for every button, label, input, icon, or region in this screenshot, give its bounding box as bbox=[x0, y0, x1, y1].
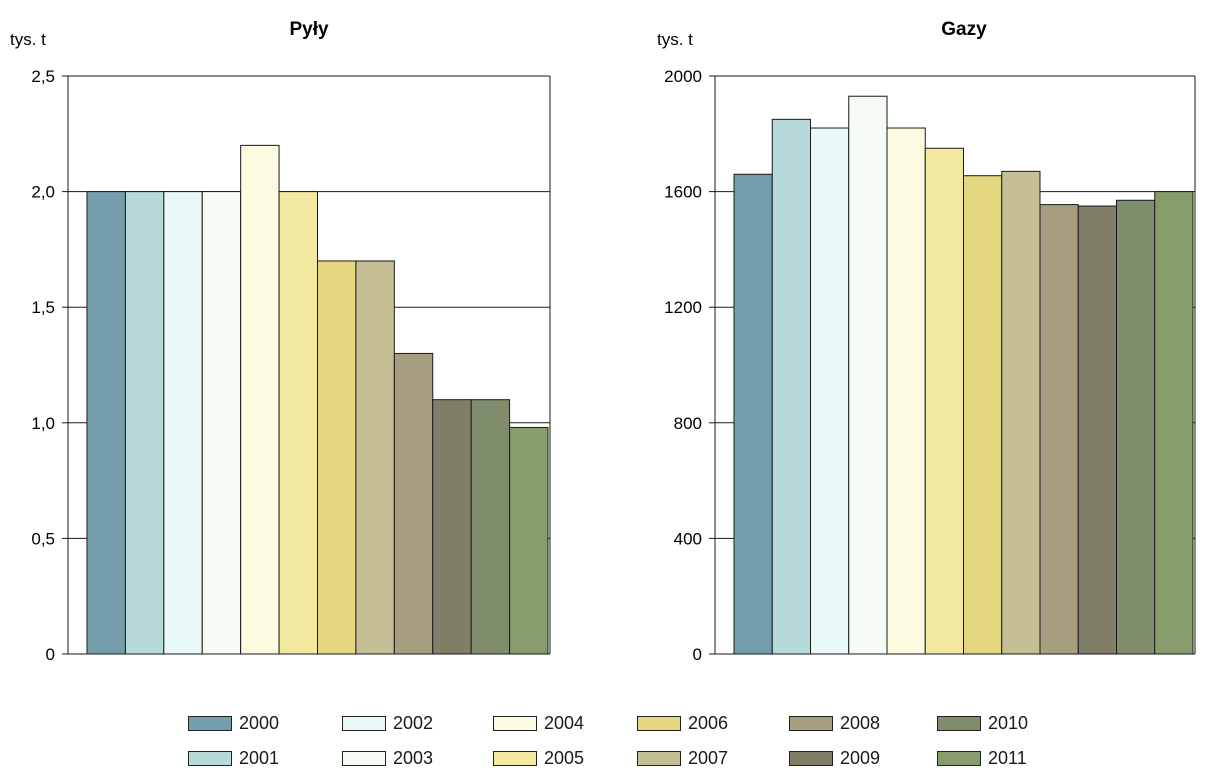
legend-label: 2003 bbox=[393, 747, 434, 768]
legend-swatch bbox=[637, 750, 681, 766]
legend-swatch bbox=[937, 715, 981, 731]
bar-2004 bbox=[240, 144, 280, 655]
legend-label: 2010 bbox=[988, 712, 1029, 733]
legend-label: 2001 bbox=[239, 747, 280, 768]
y-axis-unit: tys. t bbox=[657, 30, 693, 49]
legend-label: 2002 bbox=[393, 712, 434, 733]
legend-item-2001: 2001 bbox=[188, 745, 279, 771]
legend-item-2008: 2008 bbox=[789, 710, 880, 736]
bar-2009 bbox=[432, 399, 472, 655]
y-tick-label: 400 bbox=[674, 529, 702, 548]
bar-2005 bbox=[278, 191, 319, 655]
bar-2008 bbox=[1039, 204, 1079, 655]
y-tick-label: 1600 bbox=[664, 183, 702, 202]
legend-item-2002: 2002 bbox=[342, 710, 433, 736]
legend-swatch bbox=[493, 715, 537, 731]
bar-2008 bbox=[393, 352, 434, 655]
bar-2001 bbox=[124, 191, 165, 655]
y-tick-label: 0,5 bbox=[31, 529, 55, 548]
legend-label: 2006 bbox=[688, 712, 729, 733]
y-tick-label: 800 bbox=[674, 414, 702, 433]
legend-item-2003: 2003 bbox=[342, 745, 433, 771]
y-tick-label: 0 bbox=[693, 645, 702, 664]
bar-2002 bbox=[163, 191, 203, 655]
legend-item-2009: 2009 bbox=[789, 745, 880, 771]
legend-swatch bbox=[493, 750, 537, 766]
y-tick-label: 1,5 bbox=[31, 298, 55, 317]
legend-swatch bbox=[789, 715, 833, 731]
bar-2010 bbox=[470, 399, 511, 655]
legend-label: 2007 bbox=[688, 747, 729, 768]
bar-2000 bbox=[733, 173, 773, 655]
charts-canvas: Pyły tys. t 0 0,5 1,0 1,5 2,0 2,5 Gazy tys. t… bbox=[10, 19, 1196, 664]
chart-title: Pyły bbox=[289, 19, 329, 40]
legend-swatch bbox=[342, 750, 386, 766]
chart-title: Gazy bbox=[941, 19, 987, 40]
bar-2004 bbox=[886, 127, 926, 655]
bar-2003 bbox=[848, 95, 888, 655]
bar-2001 bbox=[771, 118, 811, 655]
legend-label: 2004 bbox=[544, 712, 585, 733]
bar-2011 bbox=[1154, 191, 1194, 655]
legend-label: 2005 bbox=[544, 747, 585, 768]
legend-label: 2008 bbox=[840, 712, 881, 733]
chart-pyly: Pyły tys. t 0 0,5 1,0 1,5 2,0 2,5 bbox=[10, 19, 551, 664]
legend-swatch bbox=[188, 715, 232, 731]
legend-label: 2000 bbox=[239, 712, 280, 733]
y-tick-label: 1200 bbox=[664, 298, 702, 317]
y-tick-label: 0 bbox=[46, 645, 55, 664]
legend-item-2007: 2007 bbox=[637, 745, 728, 771]
legend-item-2010: 2010 bbox=[937, 710, 1028, 736]
legend-item-2004: 2004 bbox=[493, 710, 584, 736]
y-tick-label: 2,0 bbox=[31, 183, 55, 202]
bar-2011 bbox=[509, 426, 549, 655]
legend-item-2011: 2011 bbox=[937, 745, 1027, 771]
bar-2010 bbox=[1116, 199, 1156, 655]
chart-gazy: Gazy tys. t 0 400 800 1200 1600 2000 bbox=[657, 19, 1196, 664]
y-axis-unit: tys. t bbox=[10, 30, 46, 49]
bar-2006 bbox=[317, 260, 357, 655]
legend-item-2005: 2005 bbox=[493, 745, 584, 771]
legend-swatch bbox=[937, 750, 981, 766]
legend-item-2006: 2006 bbox=[637, 710, 728, 736]
y-tick-label: 2000 bbox=[664, 67, 702, 86]
legend: 2000 2001 2002 2003 2004 2005 2006 2007 2008 2009… bbox=[0, 705, 1205, 780]
legend-swatch bbox=[188, 750, 232, 766]
bar-2003 bbox=[201, 191, 242, 655]
bar-2007 bbox=[1001, 170, 1041, 655]
bar-2002 bbox=[810, 127, 850, 655]
legend-swatch bbox=[342, 715, 386, 731]
bar-2006 bbox=[963, 175, 1003, 655]
legend-label: 2009 bbox=[840, 747, 881, 768]
bar-2009 bbox=[1077, 205, 1117, 655]
legend-swatch bbox=[637, 715, 681, 731]
bar-2000 bbox=[86, 191, 126, 655]
bar-2005 bbox=[924, 147, 964, 655]
bar-2007 bbox=[355, 260, 395, 655]
legend-label: 2011 bbox=[988, 747, 1027, 768]
legend-swatch bbox=[789, 750, 833, 766]
y-tick-label: 2,5 bbox=[31, 67, 55, 86]
legend-item-2000: 2000 bbox=[188, 710, 279, 736]
y-tick-label: 1,0 bbox=[31, 414, 55, 433]
